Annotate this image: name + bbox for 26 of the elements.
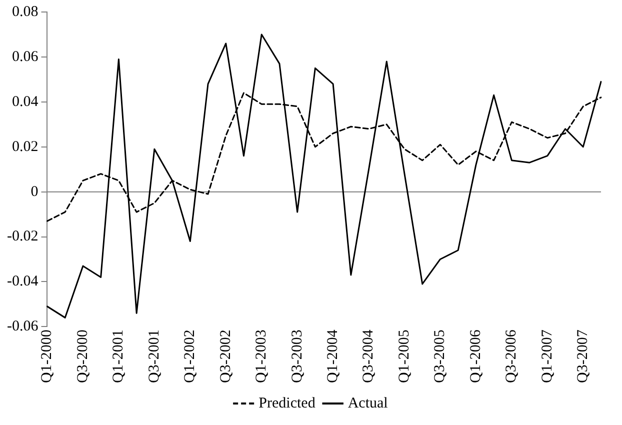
y-tick-label: 0.04 (12, 94, 39, 110)
legend-label: Actual (348, 395, 388, 412)
x-tick-label: Q3-2007 (575, 329, 592, 383)
x-tick-label: Q1-2003 (254, 330, 270, 383)
x-tick-label: Q1-2000 (39, 330, 56, 383)
x-tick-label: Q1-2005 (396, 330, 412, 383)
x-tick-label: Q1-2001 (110, 330, 127, 383)
y-tick-label: -0.06 (6, 318, 39, 335)
x-tick-label: Q3-2003 (289, 330, 306, 383)
legend-label: Predicted (258, 395, 316, 412)
x-tick-label: Q1-2002 (182, 330, 198, 383)
x-tick-label: Q1-2007 (539, 329, 556, 383)
y-tick-label: -0.02 (6, 228, 38, 245)
x-tick-label: Q3-2002 (218, 330, 234, 383)
x-tick-label: Q1-2006 (468, 329, 484, 383)
y-tick-label: 0.02 (12, 138, 38, 155)
y-tick-label: -0.04 (6, 274, 39, 290)
y-tick-label: 0 (30, 184, 38, 200)
x-tick-label: Q1-2004 (324, 329, 341, 383)
x-tick-label: Q3-2006 (504, 329, 520, 383)
x-tick-label: Q3-2005 (432, 330, 448, 383)
y-tick-label: 0.08 (12, 4, 38, 20)
x-tick-label: Q3-2000 (74, 330, 91, 383)
x-tick-label: Q3-2004 (360, 329, 377, 383)
y-tick-label: 0.06 (12, 48, 39, 65)
x-tick-label: Q3-2001 (146, 330, 162, 383)
